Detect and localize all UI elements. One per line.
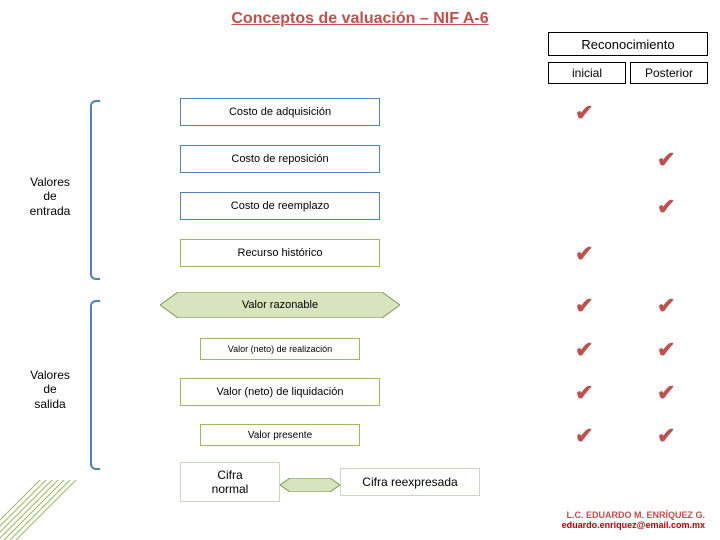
check-inicial-7: ✔ (575, 423, 593, 449)
credit-email: eduardo.enriquez@email.com.mx (562, 520, 705, 530)
recon-col-inicial: inicial (548, 62, 626, 84)
check-posterior-7: ✔ (657, 423, 675, 449)
credit-block: L.C. EDUARDO M. ENRÍQUEZ G. eduardo.enri… (562, 510, 705, 530)
title-text: Conceptos de valuación – NIF A-6 (231, 10, 488, 27)
check-posterior-4: ✔ (657, 293, 675, 319)
item-box-2: Costo de reemplazo (180, 192, 380, 220)
item-box-7: Valor presente (200, 424, 360, 446)
check-inicial-0: ✔ (575, 100, 593, 126)
group-bracket-1 (90, 300, 100, 470)
recon-header: Reconocimiento (548, 32, 708, 56)
item-box-6: Valor (neto) de liquidación (180, 378, 380, 406)
item-box-5: Valor (neto) de realización (200, 338, 360, 360)
item-arrow-text-4: Valor razonable (242, 299, 318, 311)
check-posterior-1: ✔ (657, 147, 675, 173)
item-arrow-4: Valor razonable (160, 292, 400, 318)
item-box-0: Costo de adquisición (180, 98, 380, 126)
item-box-1: Costo de reposición (180, 145, 380, 173)
check-inicial-5: ✔ (575, 337, 593, 363)
check-posterior-5: ✔ (657, 337, 675, 363)
item-box-3: Recurso histórico (180, 239, 380, 267)
check-inicial-4: ✔ (575, 293, 593, 319)
group-label-0: Valoresdeentrada (20, 175, 80, 218)
check-inicial-3: ✔ (575, 241, 593, 267)
group-label-1: Valoresdesalida (20, 368, 80, 411)
footer-box-0: Cifranormal (180, 462, 280, 502)
group-bracket-0 (90, 100, 100, 280)
credit-name: L.C. EDUARDO M. ENRÍQUEZ G. (562, 510, 705, 520)
check-posterior-6: ✔ (657, 380, 675, 406)
corner-decoration (0, 480, 120, 540)
footer-box-1: Cifra reexpresada (340, 468, 480, 496)
check-posterior-2: ✔ (657, 194, 675, 220)
recon-col-posterior: Posterior (630, 62, 708, 84)
page-title: Conceptos de valuación – NIF A-6 (0, 0, 720, 28)
check-inicial-6: ✔ (575, 380, 593, 406)
footer-arrow (280, 478, 340, 492)
